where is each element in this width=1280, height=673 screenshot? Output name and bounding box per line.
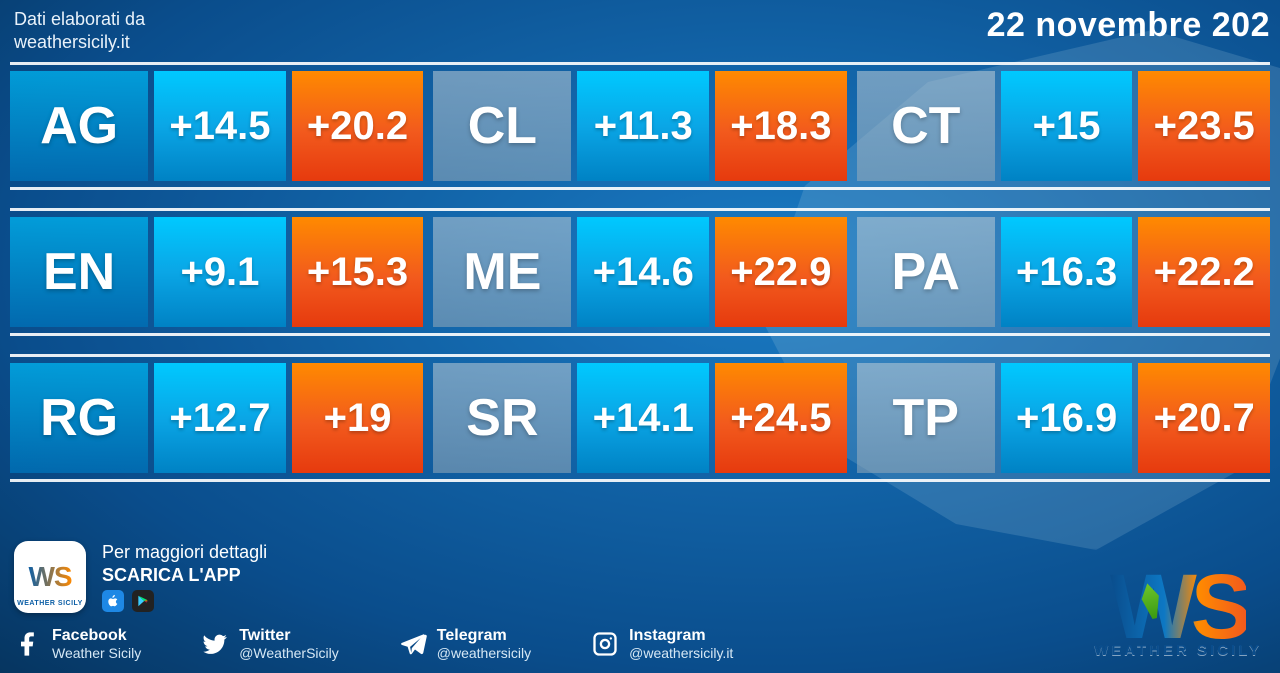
temp-high: +20.2: [292, 71, 424, 181]
playstore-icon: [132, 590, 154, 612]
city-ME: ME +14.6 +22.9: [433, 217, 846, 327]
app-badge-text: WS: [28, 561, 71, 593]
temp-low: +16.9: [1001, 363, 1133, 473]
grid-row-1: EN +9.1 +15.3 ME +14.6 +22.9 PA +16.3 +2…: [10, 208, 1270, 336]
social-telegram: Telegram @weathersicily: [399, 627, 531, 661]
header-source: weathersicily.it: [14, 31, 145, 54]
app-promo: WS WEATHER SICILY Per maggiori dettagli …: [14, 541, 1266, 613]
footer: WS WEATHER SICILY Per maggiori dettagli …: [14, 541, 1266, 661]
temp-high: +20.7: [1138, 363, 1270, 473]
brand-logo: WS WEATHER SICILY: [1094, 568, 1262, 659]
social-handle: @weathersicily.it: [629, 645, 733, 661]
city-EN: EN +9.1 +15.3: [10, 217, 423, 327]
temp-low: +14.6: [577, 217, 709, 327]
city-AG: AG +14.5 +20.2: [10, 71, 423, 181]
grid-row-0: AG +14.5 +20.2 CL +11.3 +18.3 CT +15 +23…: [10, 62, 1270, 190]
city-TP: TP +16.9 +20.7: [857, 363, 1270, 473]
social-name: Facebook: [52, 627, 141, 645]
city-SR: SR +14.1 +24.5: [433, 363, 846, 473]
temp-low: +14.5: [154, 71, 286, 181]
city-code: CT: [857, 71, 995, 181]
app-badge-subtext: WEATHER SICILY: [17, 600, 83, 607]
promo-text: Per maggiori dettagli SCARICA L'APP: [102, 541, 267, 612]
city-CL: CL +11.3 +18.3: [433, 71, 846, 181]
telegram-icon: [399, 630, 427, 658]
temp-high: +22.2: [1138, 217, 1270, 327]
city-code: TP: [857, 363, 995, 473]
city-code: CL: [433, 71, 571, 181]
forecast-date: 22 novembre 202: [987, 6, 1270, 45]
social-instagram: Instagram @weathersicily.it: [591, 627, 733, 661]
promo-line2: SCARICA L'APP: [102, 564, 267, 587]
app-badge-icon: WS WEATHER SICILY: [14, 541, 86, 613]
temp-high: +15.3: [292, 217, 424, 327]
twitter-icon: [201, 630, 229, 658]
temp-high: +24.5: [715, 363, 847, 473]
temp-high: +19: [292, 363, 424, 473]
social-facebook: Facebook Weather Sicily: [14, 627, 141, 661]
appstore-icon: [102, 590, 124, 612]
city-code: RG: [10, 363, 148, 473]
social-name: Instagram: [629, 627, 733, 645]
temp-low: +15: [1001, 71, 1133, 181]
social-handle: @WeatherSicily: [239, 645, 339, 661]
social-twitter: Twitter @WeatherSicily: [201, 627, 339, 661]
temp-low: +14.1: [577, 363, 709, 473]
city-code: EN: [10, 217, 148, 327]
city-code: AG: [10, 71, 148, 181]
city-code: ME: [433, 217, 571, 327]
header-line1: Dati elaborati da: [14, 8, 145, 31]
logo-subtext: WEATHER SICILY: [1094, 642, 1262, 659]
city-CT: CT +15 +23.5: [857, 71, 1270, 181]
temp-high: +22.9: [715, 217, 847, 327]
temp-low: +9.1: [154, 217, 286, 327]
social-handle: @weathersicily: [437, 645, 531, 661]
social-name: Telegram: [437, 627, 531, 645]
social-handle: Weather Sicily: [52, 645, 141, 661]
social-links: Facebook Weather Sicily Twitter @Weather…: [14, 627, 1266, 661]
temp-low: +11.3: [577, 71, 709, 181]
temp-low: +12.7: [154, 363, 286, 473]
facebook-icon: [14, 630, 42, 658]
grid-row-2: RG +12.7 +19 SR +14.1 +24.5 TP +16.9 +20…: [10, 354, 1270, 482]
store-icons: [102, 590, 267, 612]
header-attribution: Dati elaborati da weathersicily.it: [14, 8, 145, 53]
temp-high: +23.5: [1138, 71, 1270, 181]
temp-low: +16.3: [1001, 217, 1133, 327]
logo-text: WS: [1110, 568, 1246, 646]
instagram-icon: [591, 630, 619, 658]
temperature-grid: AG +14.5 +20.2 CL +11.3 +18.3 CT +15 +23…: [10, 62, 1270, 482]
social-name: Twitter: [239, 627, 339, 645]
city-code: PA: [857, 217, 995, 327]
city-RG: RG +12.7 +19: [10, 363, 423, 473]
temp-high: +18.3: [715, 71, 847, 181]
city-PA: PA +16.3 +22.2: [857, 217, 1270, 327]
city-code: SR: [433, 363, 571, 473]
promo-line1: Per maggiori dettagli: [102, 541, 267, 564]
